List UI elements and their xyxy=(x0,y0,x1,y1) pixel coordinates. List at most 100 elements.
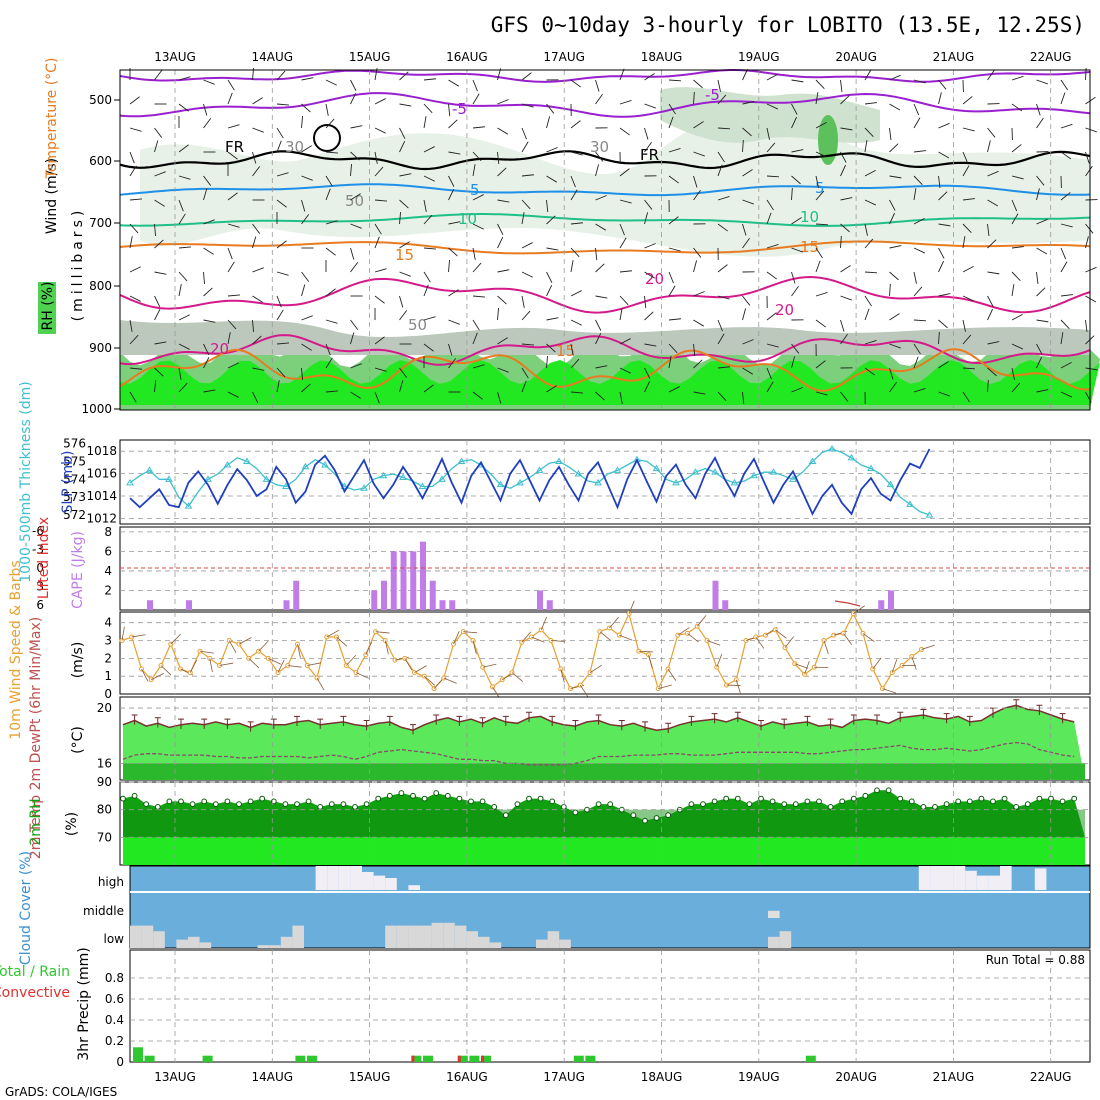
cape-bar xyxy=(878,600,885,610)
wind10m-barb xyxy=(268,657,282,665)
wind-barb xyxy=(815,92,819,105)
wind-barb xyxy=(472,262,482,273)
wind-barb xyxy=(178,144,189,153)
wind-barb xyxy=(987,341,1000,345)
cloud-low-bar xyxy=(199,942,212,948)
wind-barb xyxy=(203,103,208,116)
thickness-tick-label: 575 xyxy=(63,454,86,468)
convective-bar xyxy=(411,1055,415,1062)
cape-bar xyxy=(381,580,387,610)
wind-barb xyxy=(325,357,333,369)
wind-barb xyxy=(864,295,872,307)
wind-barb xyxy=(840,127,853,131)
wind-barb xyxy=(423,78,436,81)
wind-barb xyxy=(276,271,289,276)
wind-barb xyxy=(962,367,976,370)
wind10m-barb xyxy=(375,631,390,634)
wind-barb xyxy=(423,199,427,212)
wind-barb xyxy=(987,69,995,81)
wind-barb xyxy=(1060,319,1070,329)
wind10m-barb xyxy=(209,658,213,673)
date-label-top: 16AUG xyxy=(446,50,488,64)
wind-barb xyxy=(203,219,215,225)
wind-barb xyxy=(619,127,630,136)
wind-barb xyxy=(570,120,581,129)
wind-barb xyxy=(154,271,167,275)
wind10m-barb xyxy=(687,633,699,643)
wind-barb xyxy=(693,343,696,356)
rh2m-point xyxy=(212,801,219,808)
wind-barb xyxy=(350,247,355,260)
rh2m-point xyxy=(131,792,138,799)
rh2m-point xyxy=(804,798,811,805)
wind-barb xyxy=(203,118,212,129)
cloud-high-bar xyxy=(976,875,989,890)
cape-bar xyxy=(420,541,426,610)
wind10m-barb xyxy=(853,605,865,615)
thickness-tick-label: 574 xyxy=(63,472,86,486)
wind-barb xyxy=(301,199,306,212)
wind-barb xyxy=(227,332,231,345)
wind-barb xyxy=(595,263,605,273)
contour-label: 50 xyxy=(345,192,364,210)
wind-barb xyxy=(570,290,582,297)
rh2m-point xyxy=(317,804,324,810)
wind-barb xyxy=(154,171,166,177)
wind-barb xyxy=(595,164,600,177)
wind-barb xyxy=(350,332,355,345)
cloud-low-bar xyxy=(536,939,548,948)
rh2m-point xyxy=(758,795,764,802)
wind-barb xyxy=(252,127,264,133)
precip-bar xyxy=(295,1055,306,1062)
wind-barb xyxy=(276,309,284,321)
wind-barb xyxy=(546,317,559,321)
cape-bar xyxy=(449,600,456,610)
slp-tick-label: 1012 xyxy=(86,511,117,525)
wind-barb xyxy=(1036,319,1049,323)
wind10m-axis-label: 10m Wind Speed & Barbs xyxy=(8,560,24,739)
wind-barb xyxy=(178,382,188,393)
temp2m-minmax-bar xyxy=(178,718,184,729)
thickness-point xyxy=(594,478,602,486)
thickness-slp-panel: 576 575 574 573 572 1018 1016 1014 1012 xyxy=(63,437,1091,525)
wind10m-tick-label: 0 xyxy=(104,687,112,701)
wind-barb xyxy=(178,284,182,297)
wind-barb xyxy=(203,188,208,201)
rh2m-band-mid xyxy=(123,809,1085,838)
slp-line xyxy=(129,448,931,516)
wind-barb xyxy=(325,390,338,393)
wind10m-barb xyxy=(248,658,260,669)
wind-barb xyxy=(595,223,607,231)
wind-barb xyxy=(987,223,990,236)
thickness-point xyxy=(672,478,680,486)
rh2m-point xyxy=(120,795,126,802)
wind-barb xyxy=(1011,271,1021,281)
wind-barb xyxy=(129,319,133,332)
cape-tick-label: 4 xyxy=(104,564,112,578)
wind-barb xyxy=(570,319,582,326)
wind-barb xyxy=(472,194,484,201)
wind-barb xyxy=(1060,192,1071,201)
wind-barb xyxy=(301,343,312,351)
wind-barb xyxy=(644,142,652,153)
wind10m-barb xyxy=(521,631,532,643)
precip-bar xyxy=(585,1055,596,1062)
contour-label: 50 xyxy=(408,316,427,334)
cloud-low-bar xyxy=(141,925,154,948)
wind-barb xyxy=(154,199,165,207)
wind-barb xyxy=(815,319,826,328)
wind-barb xyxy=(717,94,727,105)
rh2m-point xyxy=(746,801,753,808)
wind-barb xyxy=(595,79,600,92)
pressure-tick-label: 1000 xyxy=(81,402,112,416)
precip-legend-convective: Convective xyxy=(0,985,70,1001)
thickness-point xyxy=(652,464,661,472)
date-axis-bottom: 13AUG 14AUG 15AUG 16AUG 17AUG 18AUG 19AUG 20AUG… xyxy=(154,1070,1071,1084)
cloud-high-bar xyxy=(1034,868,1047,890)
wind-barb xyxy=(521,174,534,177)
wind-barb xyxy=(570,151,583,156)
pressure-tick-label: 500 xyxy=(89,93,112,107)
wind-barb xyxy=(619,295,629,306)
wind-barb xyxy=(399,103,412,107)
contour-10 xyxy=(119,213,1091,227)
